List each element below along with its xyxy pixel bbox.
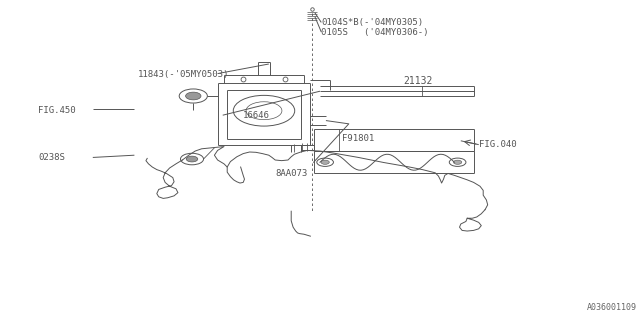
- Text: 16646: 16646: [243, 111, 270, 120]
- Text: 21132: 21132: [403, 76, 433, 86]
- Text: FIG.450: FIG.450: [38, 106, 76, 115]
- Text: A036001109: A036001109: [587, 303, 637, 312]
- Circle shape: [186, 92, 201, 100]
- Text: 0104S*B(-'04MY0305): 0104S*B(-'04MY0305): [321, 18, 424, 27]
- Circle shape: [453, 160, 462, 164]
- Text: F91801: F91801: [342, 134, 374, 143]
- Circle shape: [186, 156, 198, 162]
- Circle shape: [321, 160, 330, 164]
- Text: 8AA073: 8AA073: [275, 169, 307, 178]
- Text: 11843(-'05MY0503): 11843(-'05MY0503): [138, 70, 229, 79]
- Text: FIG.040: FIG.040: [479, 140, 516, 149]
- Text: 0105S   ('04MY0306-): 0105S ('04MY0306-): [321, 28, 429, 36]
- Text: 0238S: 0238S: [38, 153, 65, 162]
